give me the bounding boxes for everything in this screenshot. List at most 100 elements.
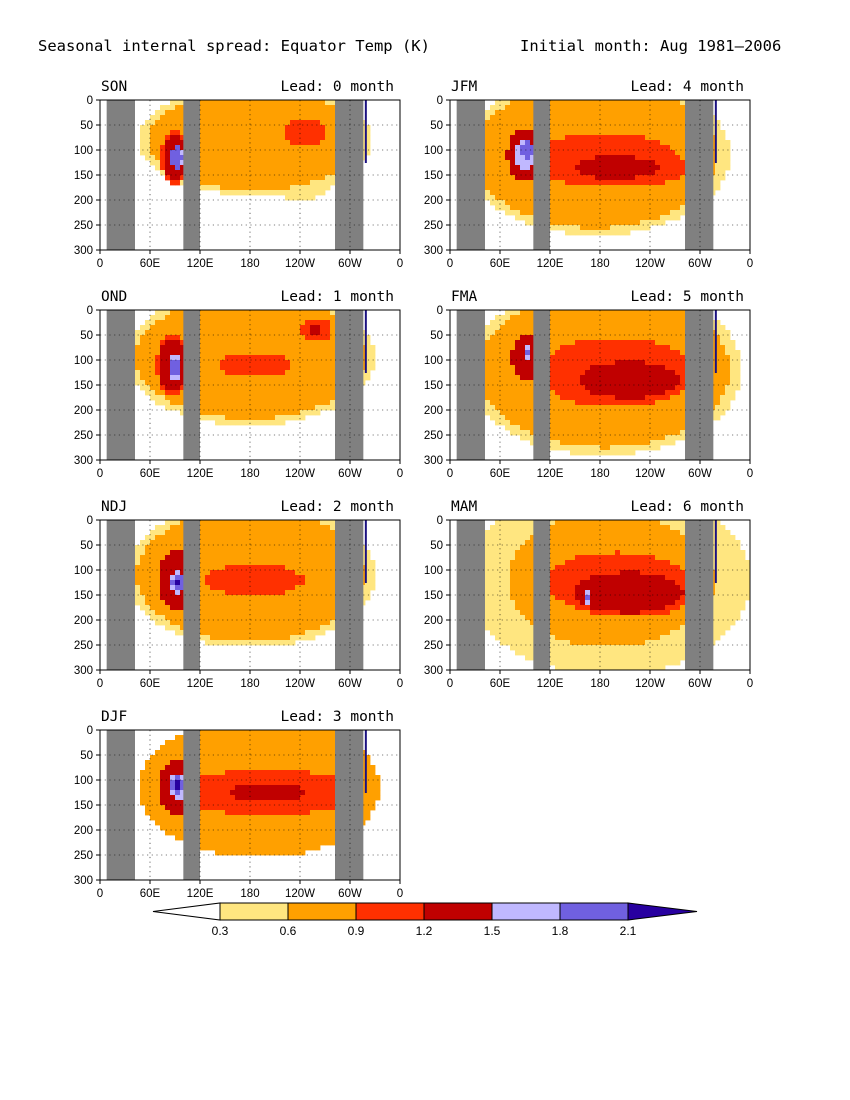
field-cell	[605, 160, 611, 166]
field-cell	[215, 545, 221, 551]
field-cell	[310, 135, 316, 141]
field-cell	[210, 825, 216, 831]
field-cell	[215, 760, 221, 766]
y-tick-label: 100	[74, 355, 93, 367]
field-cell	[660, 120, 666, 126]
field-cell	[310, 770, 316, 776]
field-cell	[285, 820, 291, 826]
field-cell	[270, 540, 276, 546]
field-cell	[140, 560, 146, 566]
field-cell	[225, 800, 231, 806]
field-cell	[275, 595, 281, 601]
field-cell	[200, 780, 206, 786]
field-cell	[580, 115, 586, 121]
field-cell	[225, 405, 231, 411]
field-cell	[660, 155, 666, 161]
field-cell	[210, 345, 216, 351]
field-cell	[560, 140, 566, 146]
field-cell	[655, 105, 661, 111]
field-cell	[250, 135, 256, 141]
field-cell	[150, 320, 156, 326]
field-cell	[310, 545, 316, 551]
field-cell	[270, 570, 276, 576]
field-cell	[265, 625, 271, 631]
field-cell	[280, 605, 286, 611]
field-cell	[280, 525, 286, 531]
field-cell	[640, 135, 646, 141]
field-cell	[320, 550, 326, 556]
field-cell	[235, 180, 241, 186]
field-cell	[265, 360, 271, 366]
field-cell	[510, 150, 516, 156]
field-cell	[275, 190, 281, 196]
field-cell	[295, 580, 301, 586]
field-cell	[290, 740, 296, 746]
field-cell	[245, 795, 251, 801]
field-cell	[270, 755, 276, 761]
field-cell	[285, 605, 291, 611]
field-cell	[210, 595, 216, 601]
field-cell	[285, 565, 291, 571]
field-cell	[365, 355, 371, 361]
field-cell	[250, 385, 256, 391]
field-cell	[330, 370, 336, 376]
field-cell	[280, 330, 286, 336]
field-cell	[265, 730, 271, 736]
panel-season-label: DJF	[101, 709, 127, 725]
x-tick-label: 0	[397, 678, 403, 690]
field-cell	[285, 350, 291, 356]
field-cell	[250, 415, 256, 421]
field-cell	[280, 365, 286, 371]
field-cell	[285, 160, 291, 166]
field-cell	[665, 155, 671, 161]
field-cell	[150, 550, 156, 556]
field-cell	[260, 555, 266, 561]
field-cell	[265, 850, 271, 856]
field-cell	[165, 355, 171, 361]
field-cell	[145, 560, 151, 566]
field-cell	[215, 410, 221, 416]
field-cell	[255, 840, 261, 846]
field-cell	[605, 155, 611, 161]
field-cell	[600, 170, 606, 176]
field-cell	[180, 175, 186, 181]
field-cell	[200, 535, 206, 541]
field-cell	[330, 380, 336, 386]
field-cell	[215, 350, 221, 356]
field-cell	[590, 115, 596, 121]
field-cell	[365, 340, 371, 346]
field-cell	[240, 350, 246, 356]
field-cell	[315, 175, 321, 181]
field-cell	[225, 105, 231, 111]
field-cell	[280, 815, 286, 821]
field-cell	[330, 540, 336, 546]
field-cell	[235, 520, 241, 526]
field-cell	[235, 585, 241, 591]
field-cell	[235, 600, 241, 606]
field-cell	[265, 355, 271, 361]
field-cell	[210, 830, 216, 836]
field-cell	[275, 100, 281, 106]
field-cell	[225, 585, 231, 591]
field-cell	[225, 545, 231, 551]
field-cell	[245, 735, 251, 741]
field-cell	[300, 770, 306, 776]
field-cell	[715, 150, 721, 156]
field-cell	[270, 825, 276, 831]
field-cell	[515, 100, 521, 106]
field-cell	[205, 165, 211, 171]
field-cell	[165, 800, 171, 806]
field-cell	[250, 595, 256, 601]
field-cell	[220, 635, 226, 641]
field-cell	[175, 395, 181, 401]
field-cell	[275, 730, 281, 736]
field-cell	[170, 345, 176, 351]
field-cell	[490, 155, 496, 161]
field-cell	[230, 635, 236, 641]
field-cell	[215, 385, 221, 391]
field-cell	[210, 795, 216, 801]
field-cell	[200, 110, 206, 116]
field-cell	[325, 165, 331, 171]
x-tick-label: 120E	[187, 888, 214, 900]
field-cell	[575, 120, 581, 126]
